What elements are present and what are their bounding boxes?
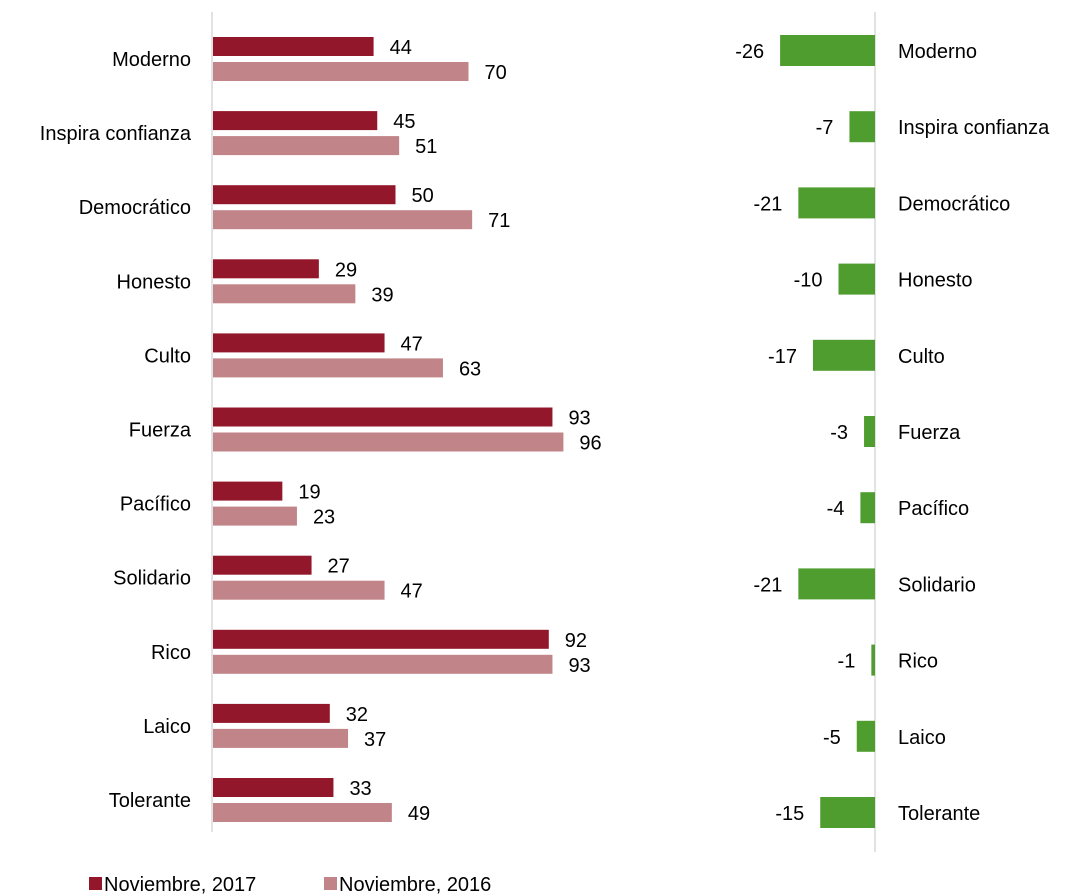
left-category-label: Rico <box>151 642 191 664</box>
diff-bar <box>820 797 875 828</box>
right-category-label: Moderno <box>898 41 977 63</box>
right-category-label: Pacífico <box>898 498 969 520</box>
diff-bar <box>860 492 875 524</box>
diff-bar <box>856 720 875 752</box>
value-label-2017: 50 <box>412 185 434 207</box>
bar-2017 <box>213 407 553 427</box>
diff-bar <box>864 416 875 447</box>
bar-2016 <box>213 654 553 674</box>
value-label-2017: 45 <box>393 111 415 133</box>
bar-2016 <box>213 210 473 230</box>
bar-2017 <box>213 703 330 723</box>
right-difference-chart: -26 Moderno -7 Inspira confianza -21 Democrát… <box>735 12 1050 852</box>
diff-bar <box>838 263 875 295</box>
right-category-label: Inspira confianza <box>898 117 1050 139</box>
bar-2016 <box>213 432 564 452</box>
diff-value-label: -26 <box>735 41 764 63</box>
right-category-label: Tolerante <box>898 803 980 825</box>
diff-value-label: -1 <box>838 651 856 673</box>
left-category-label: Pacífico <box>120 494 191 516</box>
diff-bar <box>780 35 875 66</box>
bar-2016 <box>213 284 356 304</box>
bar-2016 <box>213 728 349 748</box>
bar-2017 <box>213 185 396 205</box>
value-label-2016: 93 <box>568 655 590 677</box>
right-category-label: Honesto <box>898 270 973 292</box>
legend-swatch-2017 <box>89 877 102 890</box>
bar-2016 <box>213 62 469 81</box>
value-label-2017: 93 <box>568 408 590 430</box>
value-label-2016: 63 <box>459 358 481 380</box>
bar-2016 <box>213 136 400 156</box>
value-label-2017: 33 <box>349 778 371 800</box>
bar-2017 <box>213 111 378 131</box>
value-label-2016: 23 <box>313 507 335 529</box>
legend-swatch-2016 <box>324 877 337 890</box>
bar-2016 <box>213 580 385 600</box>
legend-label-2016: Noviembre, 2016 <box>339 874 491 895</box>
left-category-label: Tolerante <box>109 790 191 812</box>
bar-2017 <box>213 555 312 575</box>
bar-2017 <box>213 778 334 797</box>
right-category-label: Democrático <box>898 193 1010 215</box>
diff-value-label: -5 <box>823 727 841 749</box>
diff-value-label: -15 <box>775 803 804 825</box>
bar-2017 <box>213 37 374 56</box>
bar-2017 <box>213 629 549 649</box>
value-label-2017: 29 <box>335 259 357 281</box>
legend: Noviembre, 2017 Noviembre, 2016 <box>89 874 491 895</box>
left-category-label: Democrático <box>79 197 191 219</box>
right-category-label: Culto <box>898 346 945 368</box>
right-category-label: Laico <box>898 727 946 749</box>
bar-2016 <box>213 506 297 526</box>
diff-value-label: -21 <box>753 193 782 215</box>
value-label-2016: 70 <box>485 62 507 84</box>
left-category-label: Honesto <box>117 271 192 293</box>
diff-bar <box>798 187 875 219</box>
value-label-2017: 47 <box>401 333 423 355</box>
diff-value-label: -3 <box>830 422 848 444</box>
diff-value-label: -17 <box>768 346 797 368</box>
bar-2017 <box>213 333 385 353</box>
left-category-label: Fuerza <box>129 420 192 442</box>
left-category-label: Moderno <box>112 49 191 71</box>
value-label-2017: 32 <box>346 704 368 726</box>
diff-bar <box>849 111 875 143</box>
left-category-label: Inspira confianza <box>40 123 192 145</box>
right-category-label: Fuerza <box>898 422 961 444</box>
right-category-label: Solidario <box>898 574 976 596</box>
left-category-label: Culto <box>144 345 191 367</box>
bar-2016 <box>213 358 443 378</box>
diff-value-label: -10 <box>794 270 823 292</box>
legend-label-2017: Noviembre, 2017 <box>104 874 256 895</box>
diff-value-label: -21 <box>753 574 782 596</box>
diff-bar <box>871 644 875 676</box>
left-category-label: Laico <box>143 716 191 738</box>
value-label-2016: 49 <box>408 803 430 825</box>
value-label-2016: 51 <box>415 136 437 158</box>
value-label-2017: 27 <box>328 556 350 578</box>
left-category-label: Solidario <box>113 568 191 590</box>
value-label-2017: 92 <box>565 630 587 652</box>
diff-bar <box>812 339 875 371</box>
value-label-2016: 71 <box>488 210 510 232</box>
bar-2017 <box>213 259 319 279</box>
value-label-2017: 44 <box>390 37 412 59</box>
value-label-2016: 47 <box>401 581 423 603</box>
diff-value-label: -4 <box>827 498 845 520</box>
bar-2016 <box>213 803 392 822</box>
value-label-2016: 96 <box>579 433 601 455</box>
diff-bar <box>798 568 875 600</box>
bar-2017 <box>213 481 283 501</box>
value-label-2017: 19 <box>298 482 320 504</box>
value-label-2016: 39 <box>371 284 393 306</box>
diff-value-label: -7 <box>816 117 834 139</box>
right-category-label: Rico <box>898 651 938 673</box>
value-label-2016: 37 <box>364 729 386 751</box>
